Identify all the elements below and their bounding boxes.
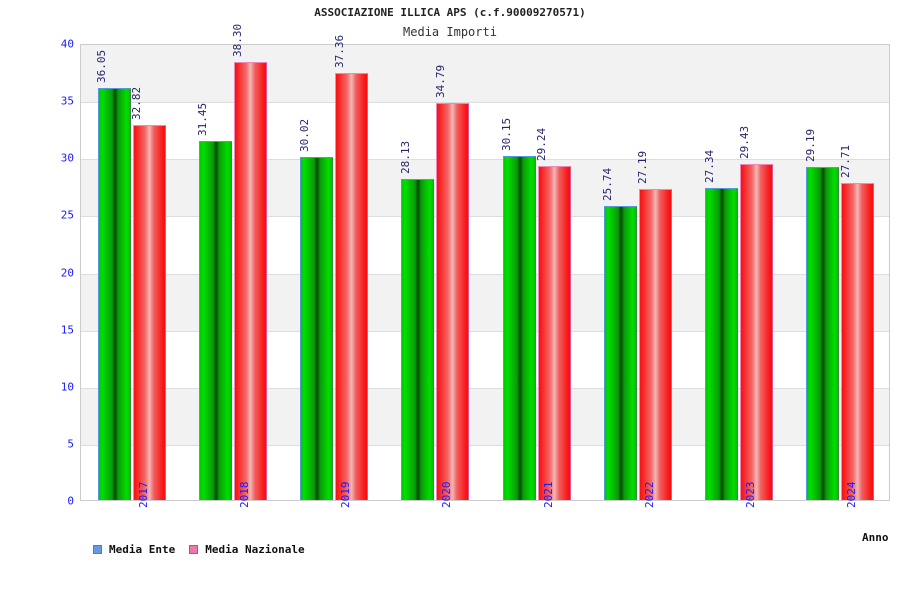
bar-media-ente[interactable]: 30.15 [500,117,536,500]
bar-media-ente[interactable]: 25.74 [601,168,637,500]
bar-media-ente[interactable]: 30.02 [298,119,334,500]
legend-entry[interactable]: Media Nazionale [189,543,305,556]
gridline [81,387,889,389]
bar-media-ente[interactable]: 36.05 [95,50,131,500]
legend-entry[interactable]: Media Ente [93,543,175,556]
y-axis-tick: 30 [60,151,74,165]
x-axis-tick: 2024 [845,481,859,509]
y-axis-tick: 25 [60,208,74,222]
x-axis-tick: 2020 [440,481,454,509]
x-axis-tick: 2022 [642,481,656,509]
bar-group: 31.45 38.30 [182,24,283,500]
bar-group: 29.19 27.71 [790,45,891,500]
gridline [81,102,889,104]
gridline [81,330,889,332]
x-axis-tick: 2021 [541,481,555,509]
bar-media-nazionale[interactable]: 32.82 [130,87,166,500]
legend-label: Media Ente [109,543,176,556]
gridline [81,273,889,275]
x-axis-tick: 2017 [136,481,150,509]
bar-value-label: 32.82 [130,86,144,121]
bar-group: 27.34 29.43 [689,45,790,500]
bar-group: 30.15 29.24 [486,45,587,500]
bar-media-nazionale[interactable]: 37.36 [333,35,369,500]
chart-subtitle: Media Importi [403,25,497,39]
plot-area: 36.05 32.82 31.45 38.30 30.02 37.36 28.13 34.79… [80,24,891,501]
bar-media-ente[interactable]: 31.45 [196,103,232,500]
y-axis-tick: 5 [67,437,74,451]
bar-value-label: 29.19 [803,128,817,162]
bar-group: 36.05 32.82 [81,45,182,500]
bar-media-ente[interactable]: 29.19 [804,128,840,500]
bar-value-label: 27.71 [838,145,852,179]
bar-value-label: 36.05 [95,50,109,84]
y-axis-tick: 35 [60,94,74,108]
bar-value-label: 28.13 [398,140,412,174]
bar-value-label: 25.74 [601,167,615,201]
bar-value-label: 30.15 [500,117,514,151]
bar-value-label: 38.30 [231,24,245,58]
bar-media-nazionale[interactable]: 29.24 [535,128,571,500]
bar-value-label: 34.79 [433,64,447,98]
x-axis-label: Anno [862,531,889,544]
y-axis-tick: 10 [60,380,74,394]
bar-media-nazionale[interactable]: 27.19 [636,151,672,500]
bar-value-label: 37.36 [332,35,346,69]
legend-swatch-icon [93,545,102,554]
x-axis-tick: 2019 [339,481,353,509]
gridline [81,216,889,218]
y-axis-tick: 15 [60,323,74,337]
y-axis-tick: 20 [60,266,74,279]
bar-group: 25.74 27.19 [587,45,688,500]
plot-band [81,45,889,103]
chart-title: ASSOCIAZIONE ILLICA APS (c.f.90009270571… [314,6,586,19]
chart-legend: Media Ente Media Nazionale [93,543,305,556]
bar-media-nazionale[interactable]: 34.79 [434,64,470,500]
bar-media-nazionale[interactable]: 38.30 [231,24,267,500]
bar-value-label: 30.02 [297,118,311,153]
bar-value-label: 29.43 [737,125,751,159]
y-axis-tick: 40 [60,37,74,51]
bar-media-ente[interactable]: 27.34 [703,150,739,500]
bar-group: 30.02 37.36 [284,35,385,500]
bar-value-label: 27.19 [636,151,650,185]
bar-group: 28.13 34.79 [385,45,486,500]
bar-value-label: 29.24 [535,127,549,161]
x-axis-tick: 2023 [744,481,758,509]
legend-label: Media Nazionale [205,543,305,556]
x-axis-tick: 2018 [237,481,251,509]
legend-swatch-icon [189,545,199,554]
bar-media-nazionale[interactable]: 29.43 [738,126,774,500]
y-axis-tick: 0 [67,494,74,508]
bar-value-label: 27.34 [702,149,716,183]
bar-media-ente[interactable]: 28.13 [399,141,435,500]
gridline [81,159,889,161]
bar-value-label: 31.45 [196,102,210,136]
bar-media-nazionale[interactable]: 27.71 [839,145,875,500]
gridline [81,444,889,446]
